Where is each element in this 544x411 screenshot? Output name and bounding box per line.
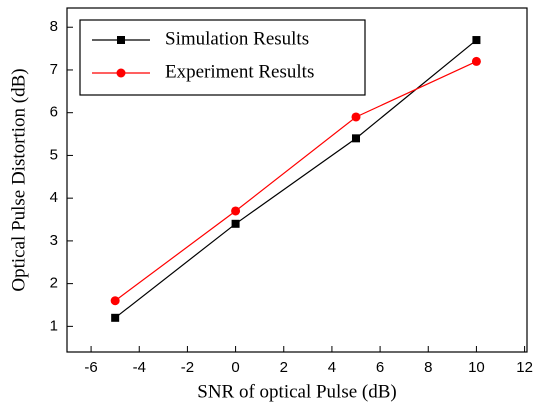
data-point (472, 36, 481, 45)
x-tick-label: 4 (328, 359, 336, 376)
y-tick-label: 2 (50, 275, 58, 292)
y-tick-label: 1 (50, 317, 58, 334)
legend-marker (116, 68, 126, 78)
y-tick-label: 8 (50, 18, 58, 35)
legend-marker (117, 36, 125, 44)
y-tick-label: 7 (50, 61, 58, 78)
x-tick-label: -4 (133, 359, 146, 376)
data-point (110, 296, 120, 306)
legend-box (79, 19, 366, 96)
data-point (111, 313, 120, 322)
data-point (231, 219, 240, 228)
x-axis-title: SNR of optical Pulse (dB) (197, 381, 397, 402)
x-tick-label: -6 (84, 359, 97, 376)
y-tick-label: 4 (50, 189, 58, 206)
legend-label: Simulation Results (165, 28, 309, 49)
x-tick-label: 0 (231, 359, 239, 376)
y-axis-title: Optical Pulse Distortion (dB) (8, 68, 29, 291)
data-point (351, 112, 361, 122)
x-tick-label: 2 (280, 359, 288, 376)
x-tick-label: 12 (516, 359, 533, 376)
data-point (471, 56, 481, 66)
legend-label: Experiment Results (165, 61, 314, 82)
data-point (352, 134, 361, 143)
plot-frame (66, 7, 528, 353)
y-tick-label: 3 (50, 232, 58, 249)
series-line (114, 60, 477, 302)
x-tick-label: -2 (181, 359, 194, 376)
y-tick-label: 6 (50, 104, 58, 121)
y-tick-label: 5 (50, 146, 58, 163)
x-tick-label: 6 (376, 359, 384, 376)
data-point (231, 206, 241, 216)
x-tick-label: 8 (424, 359, 432, 376)
x-tick-label: 10 (468, 359, 485, 376)
